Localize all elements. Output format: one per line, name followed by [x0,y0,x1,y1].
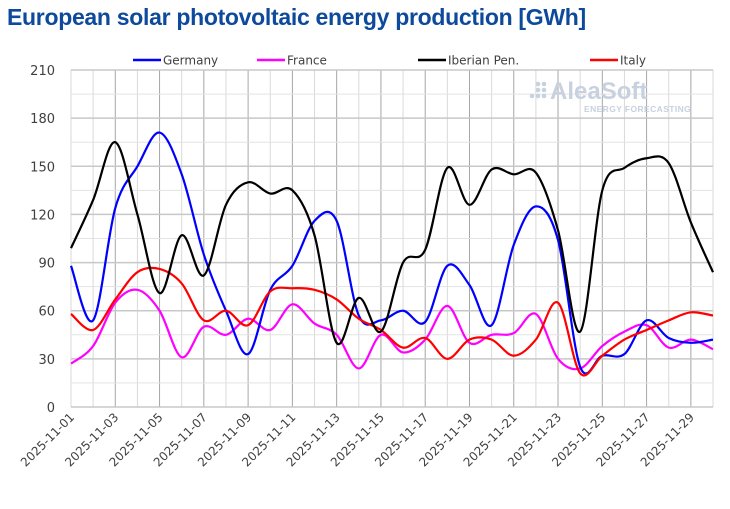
legend-item-italy: Italy [590,54,646,68]
series-line-iberian-pen [70,141,715,346]
legend-label-france: France [287,54,327,68]
series-line-italy [70,266,714,377]
y-tick-label: 30 [38,353,55,368]
legend-item-iberian-pen: Iberian Pen. [418,54,519,68]
aleasoft-logo-icon [529,81,547,99]
watermark-brand: AleaSoft [550,78,647,105]
y-axis-ticks: 0 30 60 90 120 150 180 210 [30,64,55,416]
series-lines [69,131,715,377]
y-tick-label: 90 [38,257,55,272]
series-line-germany [69,131,714,375]
y-tick-label: 150 [30,160,55,175]
grid-lines [70,69,714,408]
y-tick-label: 120 [30,208,55,223]
legend-label-italy: Italy [620,54,646,68]
aleasoft-watermark: AleaSoft ENERGY FORECASTING [529,78,691,114]
legend-item-france: France [257,54,327,68]
y-tick-label: 60 [38,305,55,320]
chart-title: European solar photovoltaic energy produ… [7,4,586,30]
y-tick-label: 0 [47,401,55,416]
watermark-tagline: ENERGY FORECASTING [584,104,691,114]
y-tick-label: 180 [30,112,55,127]
y-tick-label: 210 [30,64,55,79]
x-axis-ticks: 2025-11-012025-11-032025-11-052025-11-07… [18,410,697,469]
series-line-france [70,288,714,371]
legend-label-germany: Germany [163,54,218,68]
legend: Germany France Iberian Pen. Italy [133,54,646,68]
legend-label-iberian-pen: Iberian Pen. [448,54,519,68]
legend-item-germany: Germany [133,54,218,68]
